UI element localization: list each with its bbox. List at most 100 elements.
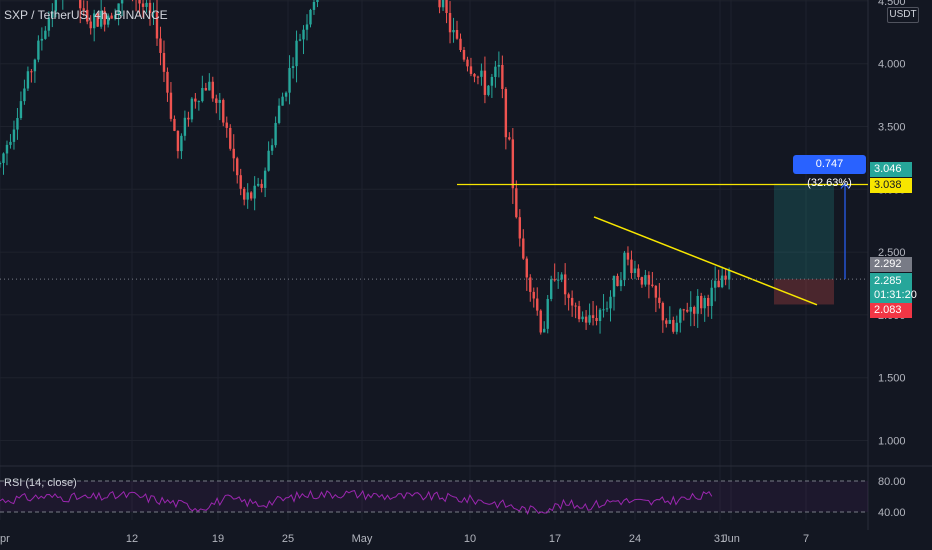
candle-body [155,11,159,39]
candle-body [508,137,511,140]
candle-body [619,280,623,287]
candle-body [267,150,270,171]
candle-body [543,328,546,333]
candle-body [539,310,542,333]
candle-body [51,11,54,18]
candle-body [208,81,211,91]
candle-body [236,158,239,176]
candle-body [686,309,689,312]
candle-body [497,64,501,67]
candle-body [682,309,685,311]
candle-body [483,70,487,95]
candle-body [159,38,162,53]
current-price-value: 2.285 [874,275,902,287]
candle-body [166,71,169,93]
candle-body [120,0,124,4]
currency-badge[interactable]: USDT [887,7,919,23]
candle-body [441,0,445,8]
candle-body [466,59,469,67]
candle-body [86,9,89,22]
candle-body [668,319,672,324]
candle-body [706,297,710,306]
target-zone [774,183,834,280]
candle-body [637,268,640,278]
candle-body [2,153,5,163]
candle-body [141,3,145,7]
candle-body [187,117,190,120]
candle-body [494,66,497,77]
candle-body [298,39,302,41]
candle-body [609,296,612,309]
rsi-label: RSI (14, close) [4,477,77,489]
candle-body [640,277,644,285]
candle-body [679,309,682,323]
candle-body [658,297,661,303]
candle-body [138,0,141,4]
candle-body [445,0,448,13]
candle-body [232,148,235,159]
candle-body [0,162,2,165]
candle-body [700,295,703,309]
candle-body [574,305,577,307]
candle-body [654,285,658,298]
rsi-tick-label: 40.00 [878,507,906,519]
candle-body [570,297,574,306]
candle-body [218,99,221,103]
rsi-panel [0,480,868,516]
candle-body [469,66,473,74]
candle-body [522,238,525,259]
candle-body [567,294,570,298]
candle-body [647,275,651,285]
candle-body [253,185,256,199]
candle-body [5,144,9,154]
candle-body [169,92,173,119]
candle-body [487,85,490,95]
x-tick-label: Jun [722,533,740,545]
candle-body [26,71,30,89]
candle-body [316,0,319,2]
candle-body [473,73,476,77]
candle-body [190,98,194,120]
candle-body [560,274,563,280]
candle-body [277,105,281,123]
candle-body [229,127,232,149]
candle-body [525,258,528,278]
y-tick-label: 1.000 [878,436,906,448]
candle-body [644,275,647,285]
candle-body [696,295,699,314]
candle-body [717,280,720,288]
x-tick-label: May [352,533,373,545]
candle-body [183,117,187,136]
candle-body [176,130,180,152]
candle-body [204,87,208,91]
candle-body [40,38,44,41]
candle-body [243,188,246,200]
candle-body [305,24,309,30]
candle-body [274,122,277,146]
candlestick-series [0,0,731,335]
x-tick-label: 25 [282,533,294,545]
candle-body [550,279,553,299]
measure-arrow-head [840,182,850,189]
candle-body [82,8,85,10]
candle-body [291,66,295,69]
candle-body [37,40,40,60]
candle-body [270,145,274,151]
candle-body [12,129,16,142]
candle-body [546,298,549,329]
candle-body [675,322,678,332]
candle-body [239,175,242,189]
x-tick-label: 19 [212,533,224,545]
candle-body [113,14,117,19]
candle-body [480,70,483,77]
candle-body [16,118,19,130]
candle-body [438,0,441,8]
candle-body [110,15,113,19]
candle-body [145,2,148,7]
candle-body [724,275,727,280]
candle-body [106,15,110,25]
candle-body [703,297,706,309]
candle-body [284,92,288,97]
